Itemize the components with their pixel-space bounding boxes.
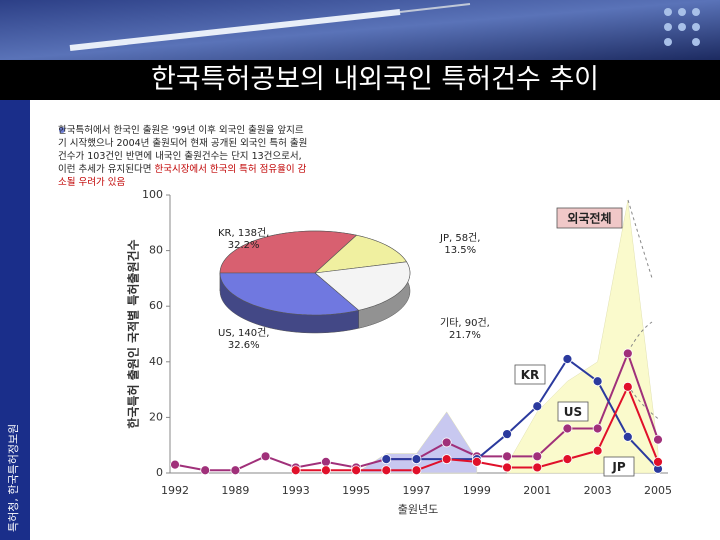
series-marker <box>562 354 573 364</box>
series-marker <box>592 376 603 387</box>
logo-dots <box>664 8 700 46</box>
series-marker <box>532 451 543 462</box>
pie-slice <box>219 272 360 316</box>
series-marker <box>381 454 392 465</box>
series-label: 외국전체 <box>567 211 611 226</box>
series-marker <box>532 462 543 473</box>
series-label-box <box>514 364 546 385</box>
x-axis-label: 출원년도 <box>398 503 438 516</box>
series-marker <box>622 431 633 442</box>
series-label-box <box>557 401 589 422</box>
y-tick-label: 0 <box>156 466 163 479</box>
series-marker <box>290 465 301 476</box>
series-label: US <box>564 405 582 419</box>
bullet-body: 한국특허에서 한국인 출원은 '99년 이후 외국인 출원을 앞지르기 시작했으… <box>58 125 308 175</box>
pie-label: KR, 138건, 32.2% <box>218 228 270 251</box>
y-tick-label: 60 <box>149 299 163 312</box>
needle <box>399 3 471 13</box>
series-marker <box>562 454 573 465</box>
x-tick-label: 2005 <box>644 484 672 497</box>
series-marker <box>653 456 663 467</box>
series-marker <box>411 454 422 465</box>
trend-arrows <box>627 199 661 421</box>
source-text: 특허청, 한국특허정보원 <box>7 423 20 532</box>
series-marker <box>170 459 180 470</box>
series-marker <box>592 423 603 434</box>
series-marker <box>502 451 512 462</box>
pie-label: US, 140건, 32.6% <box>218 328 270 351</box>
series-marker <box>381 465 392 476</box>
x-tick-label: 1992 <box>161 484 189 497</box>
source-strip: 특허청, 한국특허정보원 <box>0 100 30 540</box>
series-marker <box>562 423 573 434</box>
series-marker <box>532 401 543 412</box>
series-marker <box>351 465 362 476</box>
series-marker <box>230 465 241 476</box>
series-marker <box>653 434 663 445</box>
series-marker <box>592 445 603 456</box>
series-marker <box>411 465 422 476</box>
series-label-box <box>556 207 623 229</box>
series-marker <box>260 451 271 462</box>
syringe <box>69 9 401 51</box>
series-line <box>386 357 659 470</box>
x-tick-label: 2003 <box>584 484 612 497</box>
series-marker <box>502 429 512 439</box>
series-marker <box>622 381 633 392</box>
series-marker <box>441 454 452 465</box>
area <box>506 200 659 474</box>
slide-title: 한국특허공보의 내외국인 특허건수 추이 <box>150 64 600 95</box>
y-axis-label: 한국특허 출원인 국적별 특허출원건수 <box>126 239 141 428</box>
series-marker <box>502 462 512 473</box>
header-photo <box>0 0 720 60</box>
series-label: JP <box>611 460 625 474</box>
series-marker <box>321 465 331 476</box>
x-tick-label: 1993 <box>282 484 310 497</box>
x-tick-label: 1989 <box>221 484 249 497</box>
pie-slice <box>314 261 411 311</box>
x-tick-label: 2001 <box>523 484 551 497</box>
x-tick-label: 1999 <box>463 484 491 497</box>
y-tick-label: 20 <box>149 410 163 423</box>
x-tick-label: 1997 <box>403 484 431 497</box>
pie-slice <box>219 230 358 274</box>
y-tick-label: 40 <box>149 355 163 368</box>
bullet-dot <box>59 127 65 133</box>
x-tick-label: 1995 <box>342 484 370 497</box>
y-tick-label: 80 <box>149 244 163 257</box>
series-label-box <box>603 456 635 477</box>
bullet-text: 한국특허에서 한국인 출원은 '99년 이후 외국인 출원을 앞지르기 시작했으… <box>58 124 310 189</box>
series-marker <box>321 456 331 467</box>
series-marker <box>200 465 211 476</box>
pie-label: 기타, 90건, 21.7% <box>440 318 490 341</box>
y-tick-label: 100 <box>142 188 163 201</box>
series-label: KR <box>521 368 540 382</box>
pie-slice <box>314 234 408 274</box>
title-bar <box>0 60 720 100</box>
series-marker <box>441 437 452 448</box>
bullet-highlight: 한국시장에서 한국의 특허 점유율이 감소될 우려가 있음 <box>58 164 307 188</box>
side-strip <box>0 100 30 540</box>
series-marker <box>622 348 633 359</box>
series-marker <box>471 456 482 467</box>
pie-label: JP, 58건, 13.5% <box>440 233 481 256</box>
